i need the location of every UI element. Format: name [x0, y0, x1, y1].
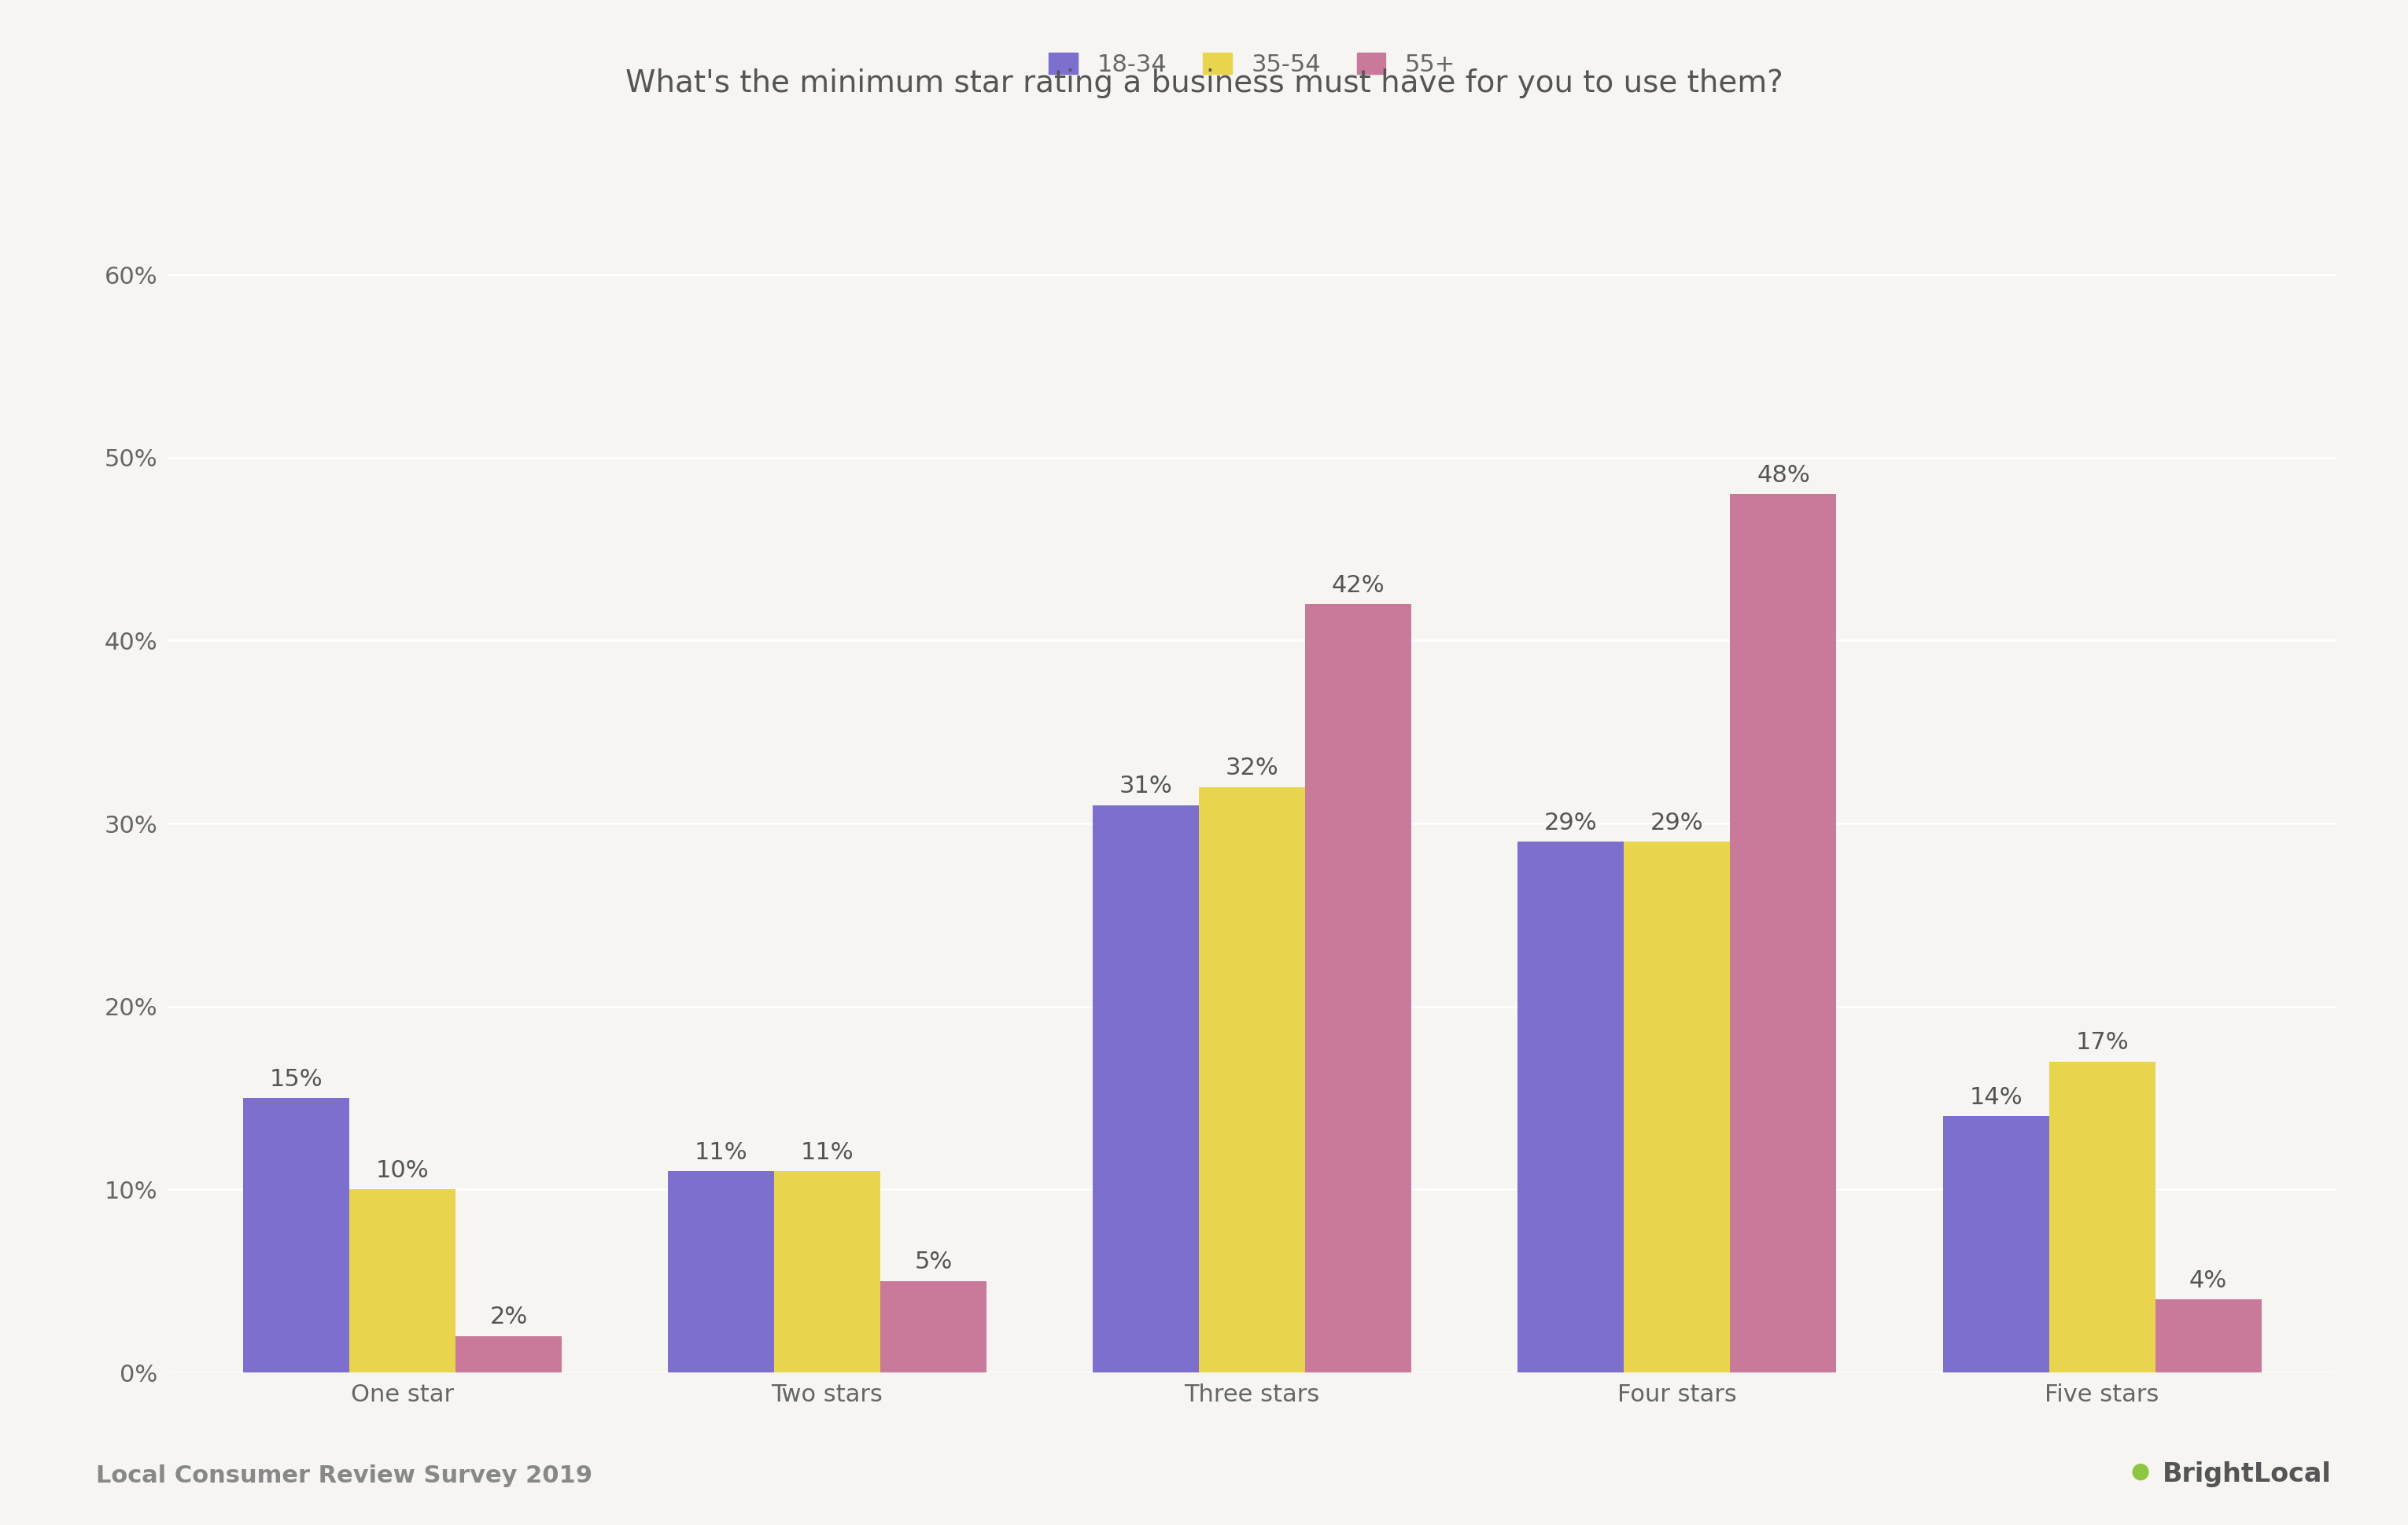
Bar [1943, 1116, 2049, 1372]
Text: Local Consumer Review Survey 2019: Local Consumer Review Survey 2019 [96, 1464, 592, 1487]
Bar [455, 1336, 561, 1373]
Text: 5%: 5% [915, 1250, 954, 1273]
Text: 2%: 2% [489, 1305, 527, 1328]
Bar [1623, 842, 1731, 1373]
Bar [881, 1281, 987, 1373]
Text: BrightLocal: BrightLocal [2162, 1461, 2331, 1487]
Bar [1731, 494, 1837, 1372]
Text: 17%: 17% [2076, 1031, 2129, 1054]
Text: 48%: 48% [1758, 464, 1811, 486]
Text: ●: ● [2131, 1461, 2150, 1482]
Text: 4%: 4% [2189, 1269, 2227, 1292]
Text: 15%: 15% [270, 1068, 323, 1090]
Bar [2155, 1299, 2261, 1373]
Bar [349, 1190, 455, 1373]
Text: 32%: 32% [1226, 756, 1279, 779]
Bar [1517, 842, 1623, 1373]
Bar [1199, 787, 1305, 1372]
Bar [1093, 805, 1199, 1372]
Text: 31%: 31% [1120, 775, 1173, 798]
Text: 29%: 29% [1544, 811, 1597, 834]
Bar [243, 1098, 349, 1372]
Text: 14%: 14% [1970, 1086, 2023, 1109]
Text: 11%: 11% [694, 1141, 746, 1164]
Legend: 18-34, 35-54, 55+: 18-34, 35-54, 55+ [1038, 40, 1466, 88]
Text: 11%: 11% [799, 1141, 855, 1164]
Text: What's the minimum star rating a business must have for you to use them?: What's the minimum star rating a busines… [626, 69, 1782, 99]
Bar [2049, 1061, 2155, 1372]
Text: 42%: 42% [1332, 573, 1385, 596]
Bar [773, 1171, 881, 1373]
Text: 29%: 29% [1649, 811, 1705, 834]
Text: 10%: 10% [376, 1159, 429, 1182]
Bar [1305, 604, 1411, 1372]
Bar [667, 1171, 773, 1373]
